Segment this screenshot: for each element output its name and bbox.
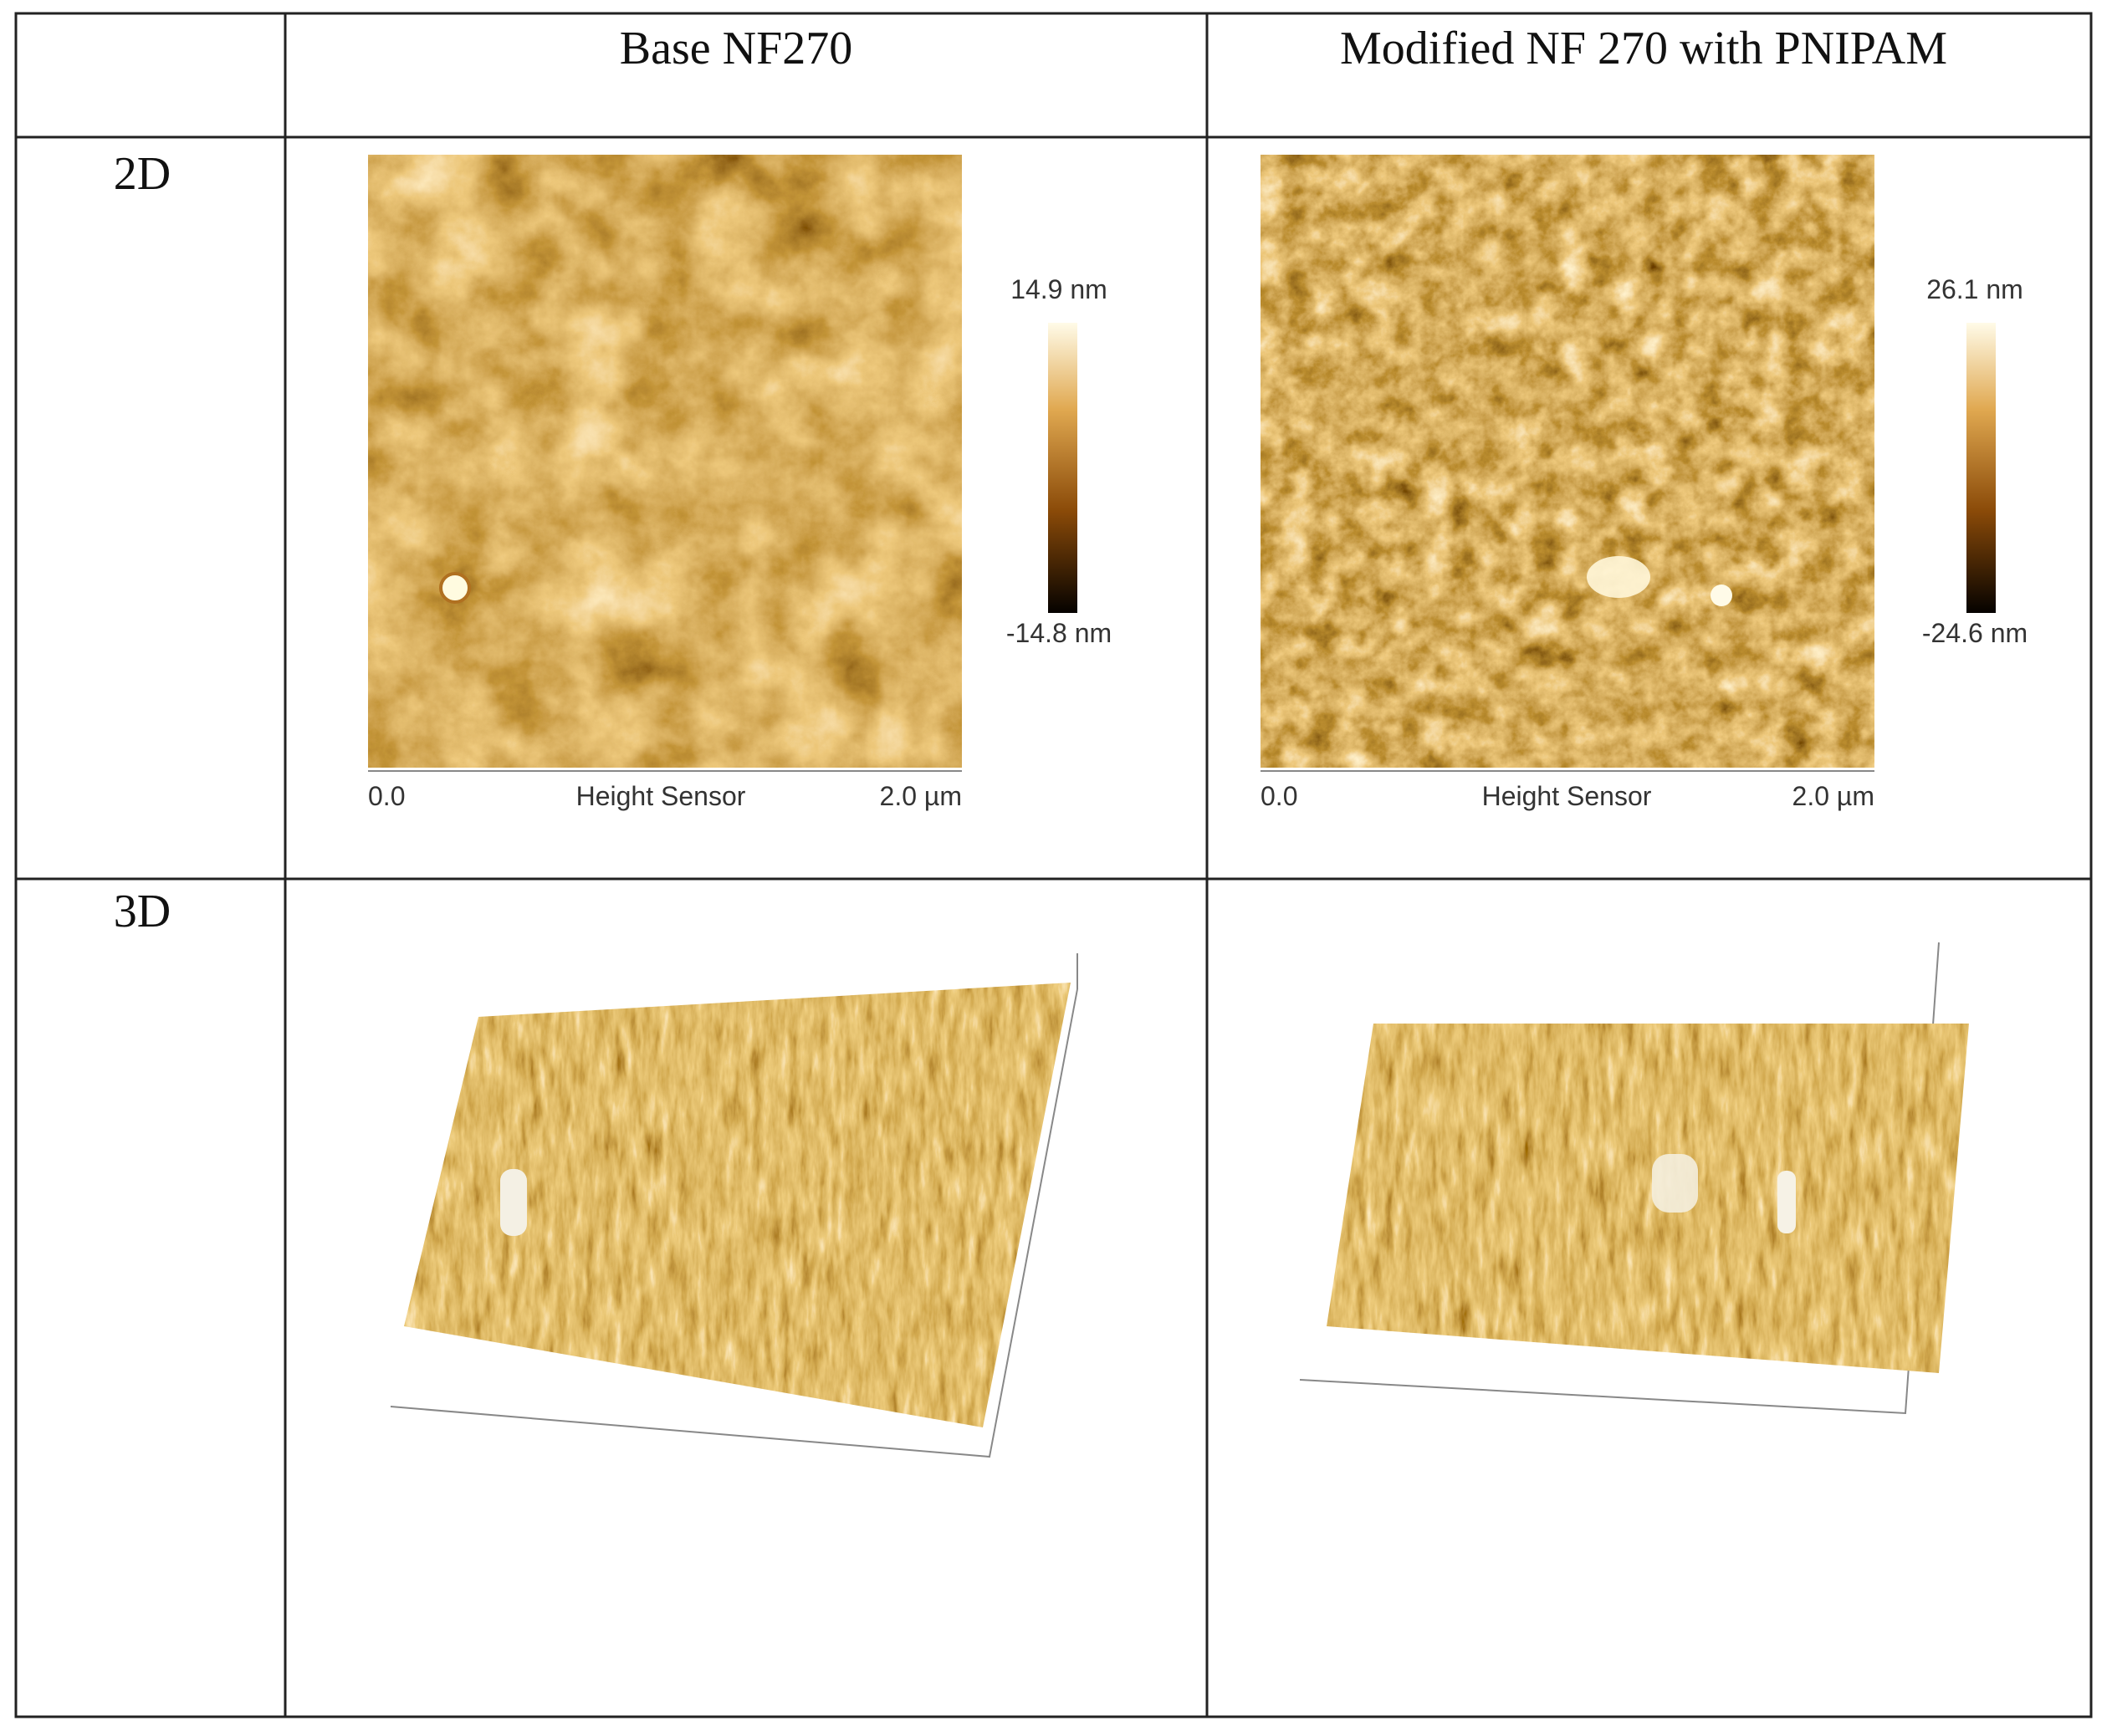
afm-2d-panel: 14.9 nm -14.8 nm 0.0 Height Sensor 2.0 µ… — [368, 155, 1112, 811]
colorbar — [1966, 323, 1996, 613]
column-header: Base NF270 — [620, 23, 852, 74]
afm-3d-panel — [1299, 942, 1969, 1415]
row-label: 2D — [114, 148, 171, 200]
peak — [1777, 1171, 1796, 1233]
particle — [1587, 556, 1650, 598]
particle — [439, 572, 471, 604]
peak — [500, 1169, 527, 1236]
x-start: 0.0 — [368, 781, 405, 811]
particle — [1711, 585, 1732, 606]
peak — [1652, 1154, 1698, 1213]
row-label: 3D — [114, 886, 171, 937]
table-grid — [14, 12, 2093, 1718]
afm-2d-panel: 26.1 nm -24.6 nm 0.0 Height Sensor 2.0 µ… — [1261, 155, 2028, 811]
colorbar-max: 14.9 nm — [1010, 274, 1107, 304]
afm-image — [368, 155, 962, 768]
x-start: 0.0 — [1261, 781, 1297, 811]
x-end: 2.0 µm — [1792, 781, 1874, 811]
x-end: 2.0 µm — [880, 781, 962, 811]
x-label: Height Sensor — [576, 781, 746, 811]
afm-image — [1261, 155, 1874, 768]
column-header: Modified NF 270 with PNIPAM — [1340, 23, 1947, 74]
axes-3d — [390, 988, 1078, 1458]
surface-3d — [404, 983, 1071, 1427]
afm-3d-panel — [390, 953, 1078, 1458]
surface-3d — [1327, 1024, 1969, 1373]
colorbar — [1048, 323, 1077, 613]
colorbar-max: 26.1 nm — [1926, 274, 2023, 304]
colorbar-min: -24.6 nm — [1922, 618, 2028, 648]
colorbar-min: -14.8 nm — [1006, 618, 1112, 648]
x-label: Height Sensor — [1482, 781, 1652, 811]
